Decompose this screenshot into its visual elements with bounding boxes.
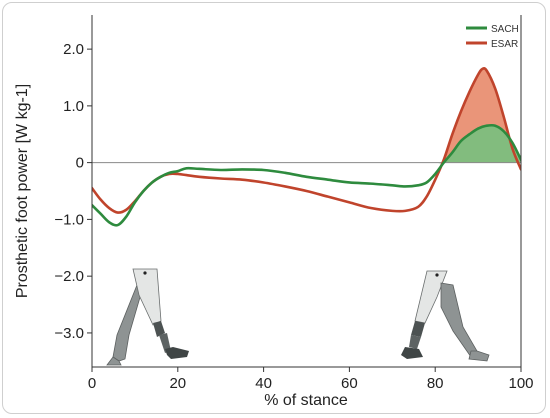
x-tick-label: 80: [427, 375, 444, 392]
chart-svg: 0 20 40 60 80 100 2.0 1.0 0 −1.0 −2.0 −3.0 % of st…: [14, 15, 534, 409]
series-lines: [92, 66, 521, 227]
x-tick-label: 0: [88, 375, 96, 392]
x-tick-label: 20: [169, 375, 186, 392]
chart-figure: 0 20 40 60 80 100 2.0 1.0 0 −1.0 −2.0 −3.0 % of st…: [2, 2, 546, 414]
x-tick-label: 40: [255, 375, 272, 392]
x-tick-label: 60: [341, 375, 358, 392]
legend: SACH ESAR: [466, 24, 519, 50]
y-ticks: 2.0 1.0 0 −1.0 −2.0 −3.0: [54, 41, 92, 342]
legend-label-esar: ESAR: [491, 39, 518, 50]
y-tick-label: −1.0: [54, 211, 84, 228]
leg-illustration-toe-off-icon: [401, 270, 490, 362]
y-tick-label: 1.0: [63, 98, 84, 115]
y-tick-label: −3.0: [54, 325, 84, 342]
y-axis-title: Prosthetic foot power [W kg-1]: [14, 84, 31, 298]
positive-power-fills: [92, 68, 521, 164]
x-tick-label: 100: [508, 375, 533, 392]
x-axis-title: % of stance: [264, 392, 348, 409]
leg-illustration-heel-strike-icon: [106, 268, 189, 366]
x-ticks: 0 20 40 60 80 100: [88, 367, 534, 392]
y-tick-label: −2.0: [54, 268, 84, 285]
y-tick-label: 2.0: [63, 41, 84, 58]
legend-label-sach: SACH: [491, 24, 519, 35]
series-line-sach: [92, 123, 521, 227]
y-tick-label: 0: [76, 155, 84, 172]
